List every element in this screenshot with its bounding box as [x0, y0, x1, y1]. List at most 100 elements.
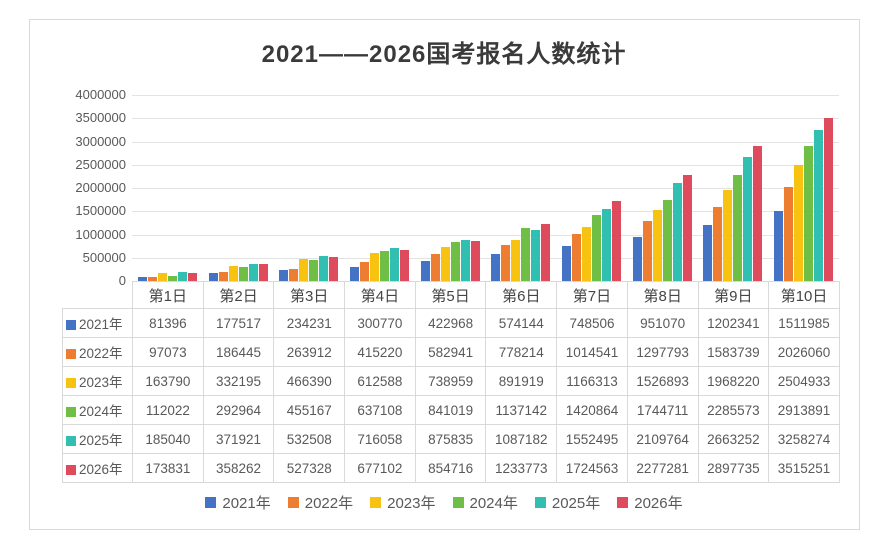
legend-item: 2026年	[617, 492, 683, 513]
legend-swatch-icon	[287, 497, 299, 508]
table-cell-value: 163790	[132, 366, 204, 396]
bar-2026年-第8日	[682, 175, 692, 281]
bar-2025年-第10日	[814, 129, 824, 281]
legend-swatch-icon	[452, 497, 464, 508]
table-cell-value: 677102	[344, 453, 416, 483]
y-axis-tick-label: 1000000	[75, 226, 126, 242]
bar-group	[556, 95, 627, 281]
table-cell-value: 300770	[344, 308, 416, 338]
chart-title: 2021——2026国考报名人数统计	[261, 41, 627, 68]
table-cell-value: 1014541	[556, 337, 628, 367]
table-cell-value: 2277281	[626, 453, 699, 483]
table-row: 2024年 112022 292964 455167 637108 841019 11371…	[62, 395, 840, 425]
table-cell-value: 2663252	[697, 424, 770, 454]
table-cell-value: 3515251	[768, 453, 840, 483]
bar-2025年-第4日	[389, 247, 399, 281]
legend-swatch-icon	[617, 497, 629, 508]
bar-2021年-第4日	[349, 267, 359, 281]
bar-2026年-第9日	[753, 146, 763, 281]
bar-2023年-第3日	[299, 259, 309, 281]
bar-2026年-第7日	[612, 200, 622, 281]
bar-2025年-第3日	[319, 256, 329, 281]
bar-2021年-第1日	[137, 277, 147, 281]
bar-2023年-第1日	[157, 273, 167, 281]
table-cell-value: 466390	[273, 366, 346, 396]
table-cell-value: 112022	[132, 395, 204, 425]
table-cell-value: 891919	[485, 366, 558, 396]
table-cell-value: 177517	[202, 308, 275, 338]
y-gridline	[132, 141, 839, 143]
bar-group	[132, 95, 203, 281]
legend-swatch-icon	[534, 497, 546, 508]
legend-label: 2026年	[634, 495, 683, 512]
table-cell-value: 1420864	[556, 395, 628, 425]
bar-group	[698, 95, 769, 281]
table-cell-value: 574144	[485, 308, 558, 338]
y-axis-tick-label: 2000000	[75, 180, 126, 195]
bar-2022年-第6日	[501, 244, 511, 281]
bar-2026年-第10日	[824, 117, 834, 281]
bar-2025年-第9日	[743, 157, 753, 281]
table-cell-value: 263912	[273, 337, 346, 367]
bar-2024年-第3日	[309, 259, 319, 281]
bar-2022年-第4日	[359, 261, 369, 281]
table-cell-value: 2026060	[768, 337, 840, 367]
y-gridline	[132, 188, 839, 189]
bar-2021年-第5日	[420, 261, 430, 281]
table-cell-value: 778214	[485, 337, 558, 367]
table-column-header: 第3日	[273, 281, 346, 309]
table-cell-value: 1202341	[697, 308, 770, 338]
y-gridline	[132, 95, 839, 96]
legend-item: 2024年	[452, 492, 518, 513]
bar-2022年-第8日	[642, 220, 652, 281]
bar-2024年-第8日	[662, 199, 672, 281]
y-gridline	[132, 234, 839, 236]
bar-group	[768, 95, 839, 281]
table-cell-value: 716058	[344, 424, 416, 454]
table-column-header: 第9日	[697, 281, 770, 309]
legend-label: 2024年	[469, 495, 518, 512]
table-cell-value: 1166313	[556, 366, 628, 396]
table-cell-value: 1552495	[556, 424, 628, 454]
y-axis-tick-label: 3000000	[75, 133, 126, 149]
table-cell-value: 1526893	[626, 366, 699, 396]
bar-2024年-第6日	[521, 228, 531, 281]
bar-2023年-第8日	[652, 210, 662, 281]
series-key-icon	[66, 320, 76, 330]
table-cell-value: 612588	[344, 366, 416, 396]
bar-2021年-第9日	[703, 225, 713, 281]
table-row-label: 2023年	[62, 366, 133, 396]
table-column-header: 第10日	[768, 281, 840, 309]
bar-2022年-第5日	[430, 253, 440, 281]
table-cell-value: 332195	[202, 366, 275, 396]
table-cell-value: 234231	[273, 308, 346, 338]
table-row: 2026年 173831 358262 527328 677102 854716 12337…	[62, 453, 840, 483]
table-row: 2021年 81396 177517 234231 300770 422968 574144…	[62, 308, 840, 338]
table-cell-value: 2285573	[697, 395, 770, 425]
table-cell-value: 951070	[626, 308, 699, 338]
bar-group	[203, 95, 274, 281]
table-cell-value: 841019	[414, 395, 487, 425]
bar-2025年-第2日	[248, 263, 258, 281]
y-axis-tick-label: 500000	[82, 249, 126, 265]
table-cell-value: 582941	[414, 337, 487, 367]
bar-2023年-第10日	[794, 164, 804, 281]
bar-2024年-第4日	[379, 251, 389, 281]
y-axis-tick-label: 0	[118, 273, 126, 288]
chart-data-table: 第1日 第2日 第3日 第4日 第5日 第6日 第7日 第8日 第9日 第10日 2021年 8139…	[62, 281, 840, 483]
bar-2025年-第6日	[531, 230, 541, 281]
table-cell-value: 1087182	[485, 424, 558, 454]
bar-2023年-第5日	[440, 246, 450, 281]
bar-2023年-第9日	[723, 189, 733, 281]
bar-2021年-第2日	[208, 272, 218, 281]
bar-2022年-第7日	[572, 233, 582, 281]
bar-2026年-第3日	[329, 256, 339, 281]
table-column-header: 第4日	[344, 281, 416, 309]
bar-2024年-第7日	[592, 214, 602, 281]
y-gridline	[132, 118, 839, 120]
table-cell-value: 173831	[132, 453, 204, 483]
y-axis-tick-label: 1500000	[75, 203, 126, 219]
legend-label: 2021年	[222, 495, 271, 512]
bar-2023年-第6日	[511, 239, 521, 281]
legend-item: 2021年	[205, 492, 271, 513]
